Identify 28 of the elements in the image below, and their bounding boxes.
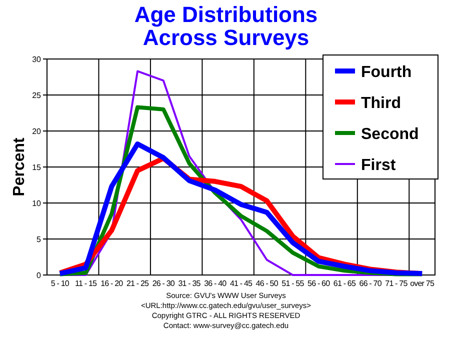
y-tick-label: 10 bbox=[32, 199, 42, 208]
x-tick-label: 41 - 45 bbox=[230, 279, 253, 288]
x-tick-label: 36 - 40 bbox=[204, 279, 228, 288]
chart-title: Age Distributions Across Surveys bbox=[134, 2, 318, 50]
x-tick-label: 11 - 15 bbox=[75, 279, 98, 288]
x-tick-label: 71 - 75 bbox=[385, 279, 408, 288]
x-tick-label: 21 - 25 bbox=[126, 279, 150, 288]
y-tick-label: 20 bbox=[32, 127, 42, 136]
x-tick-label: 26 - 30 bbox=[152, 279, 176, 288]
x-tick-label: 16 - 20 bbox=[100, 279, 124, 288]
legend-label: Fourth bbox=[361, 64, 412, 81]
legend-label: First bbox=[361, 157, 396, 174]
x-tick-label: 5 - 10 bbox=[50, 279, 70, 288]
x-tick-label: 66 - 70 bbox=[359, 279, 382, 288]
y-tick-label: 25 bbox=[32, 91, 42, 100]
y-tick-label: 0 bbox=[36, 271, 42, 280]
legend-label: Third bbox=[361, 95, 401, 112]
x-tick-label: 51 - 55 bbox=[282, 279, 305, 288]
y-tick-label: 30 bbox=[32, 55, 42, 64]
x-tick-label: 61 - 65 bbox=[333, 279, 356, 288]
y-tick-label: 5 bbox=[36, 235, 42, 244]
x-tick-label: over 75 bbox=[410, 279, 435, 288]
x-tick-label: 46 - 50 bbox=[256, 279, 279, 288]
x-tick-label: 56 - 60 bbox=[308, 279, 331, 288]
y-tick-label: 15 bbox=[32, 163, 42, 172]
legend-label: Second bbox=[361, 126, 419, 143]
y-axis-title: Percent bbox=[11, 136, 28, 196]
x-tick-label: 31 - 35 bbox=[178, 279, 202, 288]
